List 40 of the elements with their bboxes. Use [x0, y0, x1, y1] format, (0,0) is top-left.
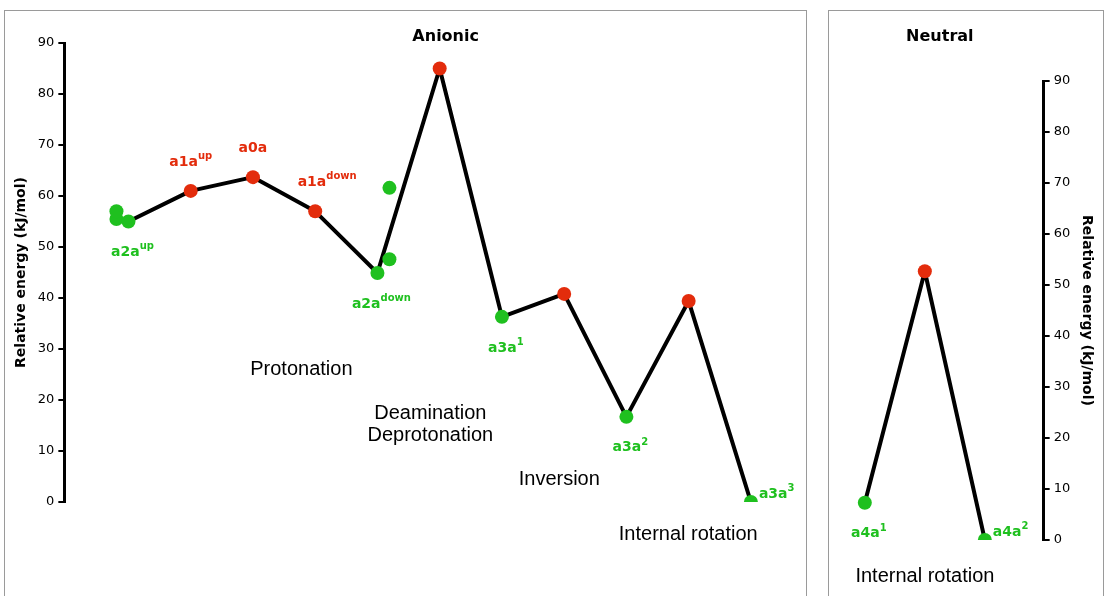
y-tick-label: 80 [37, 85, 55, 101]
chart-title: Anionic [412, 26, 479, 46]
y-tick-label: 10 [37, 442, 55, 458]
y-tick-label: 20 [37, 391, 55, 407]
y2-tick-label: 30 [1053, 378, 1071, 394]
point [183, 183, 198, 198]
y-tick-label: 30 [37, 340, 55, 356]
point [370, 266, 385, 281]
annotation: Protonation [250, 356, 353, 379]
y2-tick-label: 60 [1053, 225, 1071, 241]
y2-tick-label: 90 [1053, 72, 1071, 88]
y-tick-label: 0 [46, 493, 55, 509]
y-tick-label: 90 [37, 34, 55, 50]
y2-tick-label: 70 [1053, 174, 1071, 190]
chart-title: Neutral [906, 26, 974, 46]
y2-tick-label: 40 [1053, 327, 1071, 343]
y2-tick-label: 80 [1053, 123, 1071, 139]
y-tick-label: 70 [37, 136, 55, 152]
annotation: Deamination Deprotonation [367, 400, 494, 445]
y-tick-label: 60 [37, 187, 55, 203]
y2-tick-label: 50 [1053, 276, 1071, 292]
y2-axis-title: Relative energy (kJ/mol) [1079, 215, 1096, 406]
point [308, 204, 323, 219]
point [557, 286, 572, 301]
point [619, 409, 634, 424]
text: Internal rotation [855, 563, 995, 586]
y-tick-label: 40 [37, 289, 55, 305]
y-axis-title: Relative energy (kJ/mol) [12, 177, 29, 368]
point [121, 214, 136, 229]
annotation: Inversion [518, 466, 600, 489]
y2-tick-label: 10 [1053, 480, 1071, 496]
y2-tick-label: 0 [1053, 531, 1062, 547]
point [681, 294, 696, 309]
y-tick-label: 50 [37, 238, 55, 254]
point [432, 61, 447, 76]
point [494, 309, 509, 324]
point [245, 170, 260, 185]
y2-tick-label: 20 [1053, 429, 1071, 445]
series-label: a0a [238, 138, 268, 155]
text: Internal rotation [618, 521, 758, 544]
